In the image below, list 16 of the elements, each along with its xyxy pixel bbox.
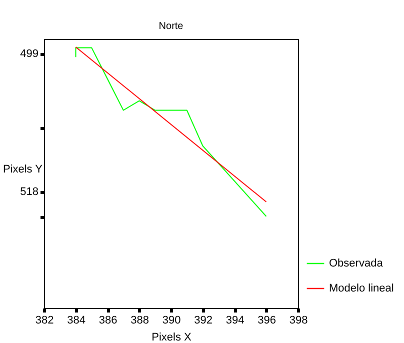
x-tick-label: 396	[258, 314, 276, 326]
legend-label: Observada	[329, 258, 384, 270]
x-tick-label: 386	[98, 314, 118, 326]
x-axis-title: Pixels X	[152, 332, 192, 343]
x-tick-label: 388	[130, 314, 149, 326]
x-tick-label: 398	[289, 314, 308, 326]
x-tick-label: 384	[67, 314, 86, 326]
x-tick-label: 382	[35, 314, 54, 326]
x-tick-label: 392	[194, 314, 212, 326]
legend-label: Modelo lineal	[329, 282, 394, 294]
chart-title: Norte	[158, 21, 184, 32]
x-tick-label: 394	[226, 314, 244, 326]
x-tick-label: 390	[162, 314, 181, 326]
y-tick-label: 518	[20, 186, 38, 198]
y-tick-label: 499	[20, 48, 38, 60]
y-axis-title: Pixels Y	[2, 164, 44, 176]
